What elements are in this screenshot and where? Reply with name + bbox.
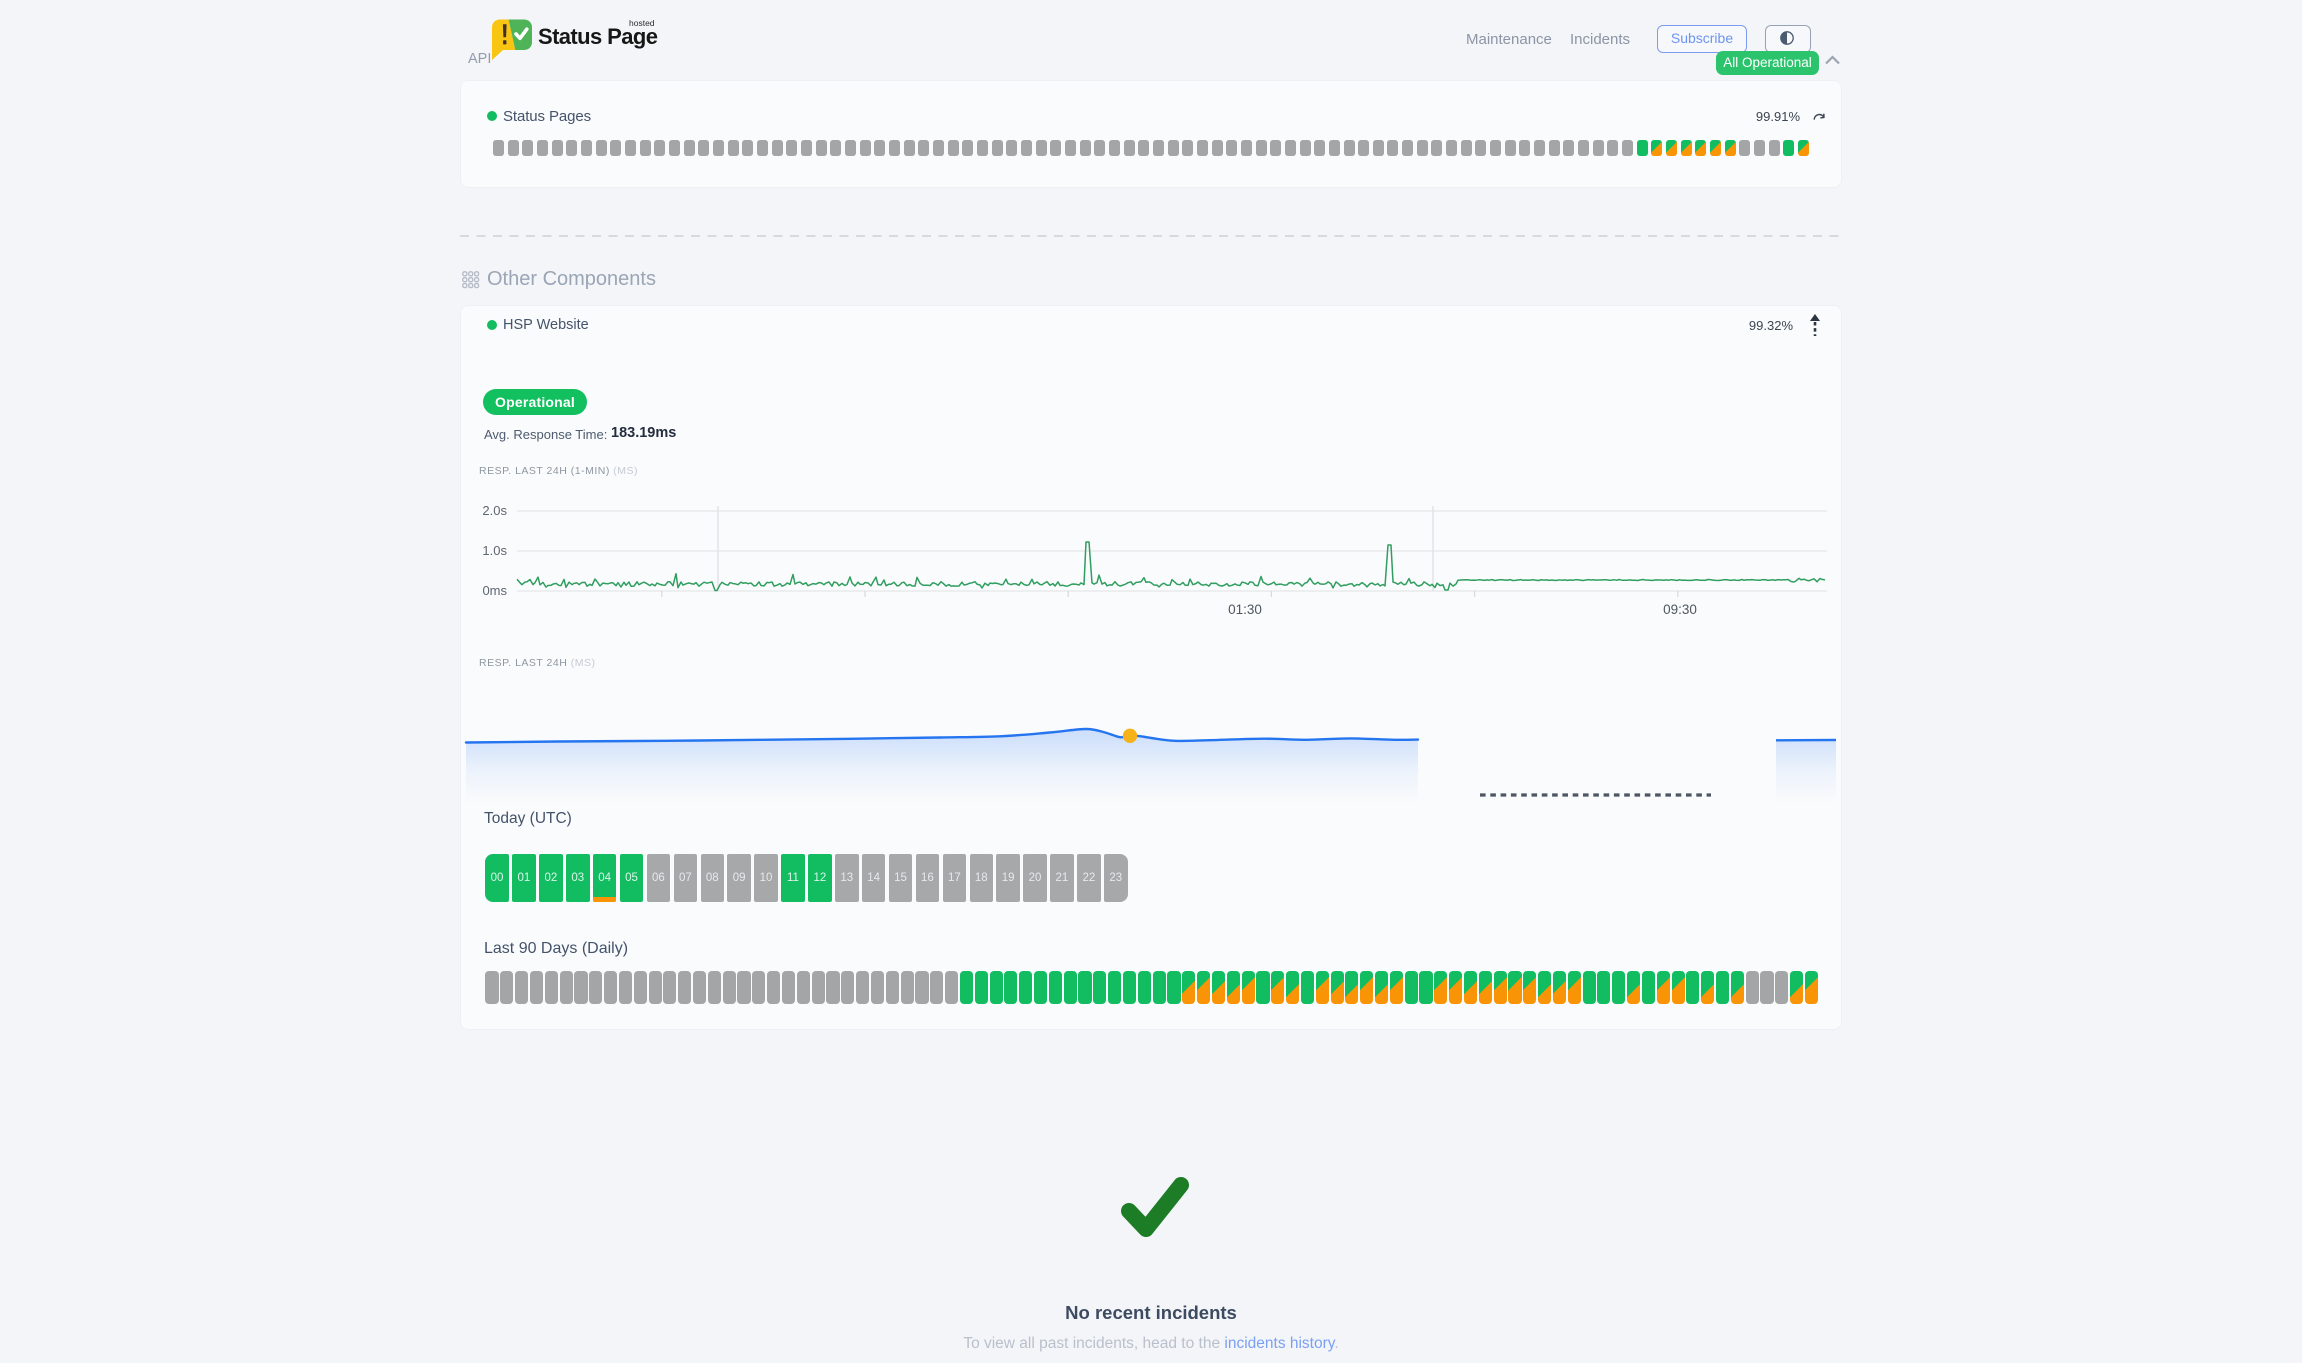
svg-text:0ms: 0ms xyxy=(482,583,507,598)
svg-text:1.0s: 1.0s xyxy=(482,543,507,558)
svg-text:01:30: 01:30 xyxy=(1228,602,1262,617)
svg-text:09:30: 09:30 xyxy=(1663,602,1697,617)
svg-text:2.0s: 2.0s xyxy=(482,503,507,518)
